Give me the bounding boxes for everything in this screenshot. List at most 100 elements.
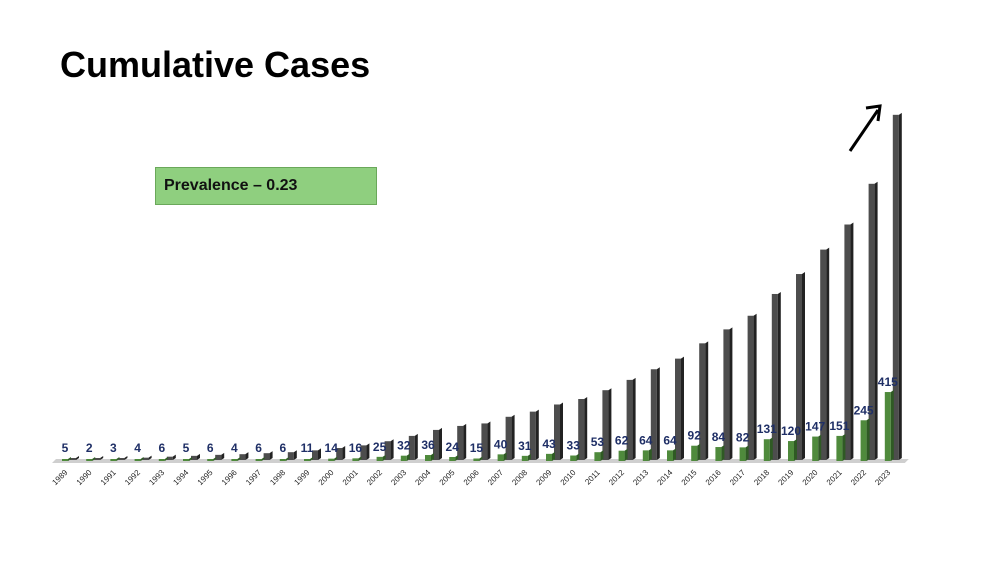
data-label-1989: 5: [62, 441, 69, 455]
new-case-bar-2014: [667, 448, 676, 461]
x-tick-1999: 1999: [292, 468, 311, 487]
cumulative-bar-2012: [626, 377, 636, 460]
data-label-1991: 3: [110, 441, 117, 455]
data-label-2000: 14: [325, 441, 339, 455]
new-case-bar-1989: [62, 457, 71, 461]
data-label-1999: 11: [301, 441, 314, 455]
x-tick-1996: 1996: [220, 468, 239, 487]
x-tick-1990: 1990: [75, 468, 94, 487]
cumulative-bar-2019: [796, 272, 805, 460]
new-case-bar-2003: [400, 453, 410, 461]
new-case-bar-1998: [279, 457, 289, 461]
new-case-bar-2009: [546, 451, 555, 461]
data-label-2010: 33: [567, 439, 581, 453]
cumulative-bar-2007: [505, 414, 515, 460]
x-tick-2000: 2000: [317, 468, 336, 487]
data-label-2022: 245: [854, 403, 874, 417]
x-axis-ticks: 1989 1990 1991 1992 1993 1994 1995 1996 1997 1998…: [50, 468, 892, 487]
x-tick-2016: 2016: [704, 468, 723, 487]
data-labels: 5 2 3 4 6 5 6 4 6 6 11 14 16 25 32 36 24 15 40 31 43 33 53 62 64…: [62, 375, 898, 455]
x-tick-2019: 2019: [776, 468, 795, 487]
x-tick-2006: 2006: [462, 468, 481, 487]
x-tick-2022: 2022: [849, 468, 868, 487]
data-label-2020: 147: [805, 420, 825, 434]
x-tick-2010: 2010: [559, 468, 578, 487]
x-tick-2013: 2013: [631, 468, 650, 487]
cumulative-bar-2010: [578, 397, 588, 460]
data-label-2002: 25: [373, 440, 387, 454]
x-tick-2005: 2005: [438, 468, 457, 487]
new-case-bar-2021: [836, 433, 846, 461]
data-label-1994: 5: [183, 441, 190, 455]
data-label-2006: 15: [470, 441, 484, 455]
data-label-2005: 24: [446, 440, 460, 454]
x-tick-1995: 1995: [196, 468, 215, 487]
x-tick-2020: 2020: [801, 468, 820, 487]
new-case-bar-2017: [739, 445, 749, 461]
x-tick-1994: 1994: [171, 468, 190, 487]
cumulative-bar-2004: [433, 427, 442, 460]
x-tick-1998: 1998: [268, 468, 287, 487]
data-label-2017: 82: [736, 430, 750, 444]
cumulative-bar-2015: [699, 341, 709, 460]
new-case-bars: [62, 390, 894, 461]
cumulative-bar-1996: [239, 452, 249, 460]
x-tick-2004: 2004: [413, 468, 432, 487]
chart-title: Cumulative Cases: [60, 44, 371, 85]
x-tick-2002: 2002: [365, 468, 384, 487]
cumulative-bar-2023: [892, 112, 902, 460]
new-case-bar-2023: [884, 390, 894, 461]
new-case-bar-1992: [134, 457, 144, 461]
cumulative-bar-2021: [844, 222, 854, 460]
x-tick-2011: 2011: [583, 468, 602, 487]
new-case-bar-1991: [110, 457, 120, 461]
data-label-2009: 43: [542, 437, 556, 451]
x-tick-1992: 1992: [123, 468, 142, 487]
data-label-2012: 62: [615, 434, 629, 448]
cumulative-bars: [70, 112, 902, 460]
data-label-2016: 84: [712, 430, 726, 444]
x-tick-1993: 1993: [147, 468, 166, 487]
cumulative-bar-2011: [602, 388, 612, 460]
new-case-bar-2001: [352, 456, 362, 461]
cumulative-bar-2000: [336, 446, 346, 460]
cumulative-bar-2005: [457, 423, 467, 460]
x-tick-2007: 2007: [486, 468, 505, 487]
new-case-bar-1994: [183, 457, 192, 461]
new-case-bar-2002: [376, 454, 386, 461]
cumulative-bar-2003: [408, 433, 418, 460]
cumulative-bar-2008: [529, 409, 539, 460]
cumulative-bar-2022: [868, 181, 878, 460]
new-case-bar-2018: [763, 437, 773, 461]
data-label-2021: 151: [829, 419, 849, 433]
cumulative-bar-2002: [384, 439, 394, 460]
x-tick-2003: 2003: [389, 468, 408, 487]
x-tick-2012: 2012: [607, 468, 626, 487]
cumulative-bar-2009: [554, 402, 563, 460]
x-tick-2023: 2023: [873, 468, 892, 487]
cumulative-bar-2018: [771, 291, 781, 460]
new-case-bar-2008: [521, 453, 531, 461]
new-case-bar-2010: [570, 453, 580, 461]
new-case-bar-2020: [812, 434, 822, 461]
data-label-2018: 131: [757, 422, 777, 436]
new-case-bar-2004: [425, 453, 434, 461]
data-label-2008: 31: [518, 439, 532, 453]
cumulative-bar-1998: [287, 450, 297, 460]
trend-arrow-icon: [848, 104, 882, 152]
cumulative-bar-2006: [481, 421, 491, 460]
data-label-2023: 415: [878, 375, 898, 389]
cumulative-bar-2020: [820, 247, 830, 460]
data-label-1996: 4: [231, 441, 238, 455]
cumulative-bar-1990: [94, 456, 104, 460]
prevalence-text: Prevalence – 0.23: [164, 177, 298, 194]
x-tick-2017: 2017: [728, 468, 747, 487]
data-label-1993: 6: [158, 441, 165, 455]
data-label-2015: 92: [688, 429, 702, 443]
x-tick-2021: 2021: [825, 468, 844, 487]
data-label-2004: 36: [421, 438, 435, 452]
x-tick-1989: 1989: [50, 468, 69, 487]
cumulative-bar-1999: [312, 448, 321, 460]
cumulative-bar-2016: [723, 327, 733, 460]
